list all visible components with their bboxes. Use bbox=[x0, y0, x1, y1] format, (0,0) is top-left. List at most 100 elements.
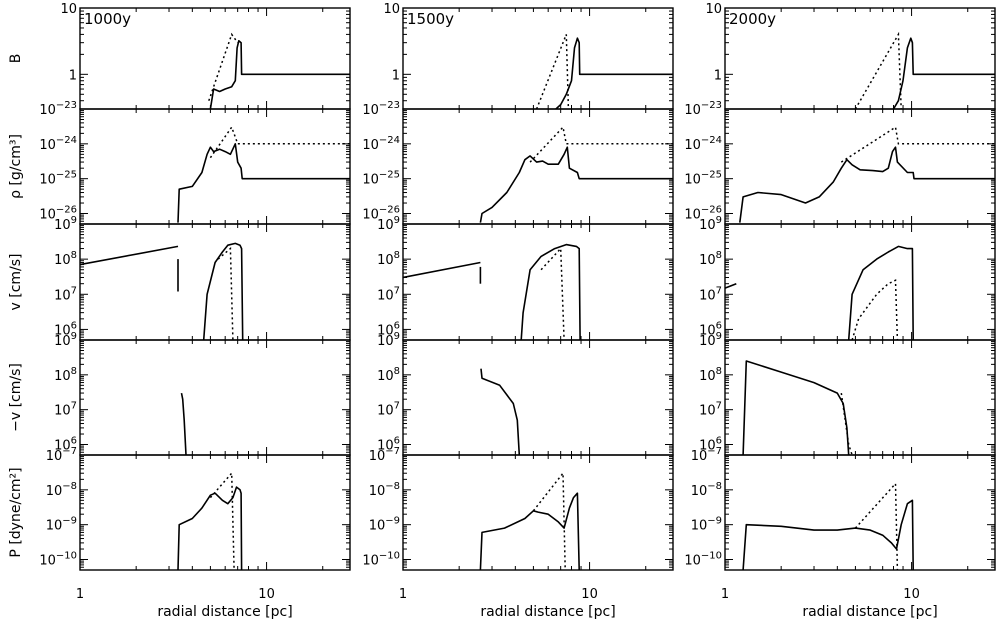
y-tick-label: 109 bbox=[54, 215, 77, 233]
panel-frame bbox=[79, 454, 351, 571]
y-tick-label: 10−9 bbox=[691, 516, 722, 534]
dotted-curve-rho-1 bbox=[529, 125, 673, 163]
panel-frame bbox=[402, 108, 674, 225]
panel-rho-col3: 10−23 10−24 10−25 10−26 bbox=[684, 100, 996, 225]
y-tick-label: 10−25 bbox=[362, 170, 400, 188]
dotted-curve-P-1 bbox=[209, 471, 235, 570]
solid-curve-B-1 bbox=[892, 37, 995, 109]
solid-curve-v-1 bbox=[403, 261, 481, 279]
panel-P-col3: 10−7 10−8 10−9 10−10 bbox=[684, 446, 996, 571]
y-tick-label: 1 bbox=[392, 68, 400, 83]
y-tick-label: 109 bbox=[377, 215, 400, 233]
x-tick-label: 10 bbox=[903, 587, 920, 602]
y-tick-label: 10−9 bbox=[369, 516, 400, 534]
y-tick-label: 10−7 bbox=[46, 446, 77, 464]
y-tick-label: 108 bbox=[699, 366, 722, 384]
panel-title-col2: 1500y bbox=[407, 10, 454, 28]
y-tick-label: 108 bbox=[377, 366, 400, 384]
solid-curve-v-3 bbox=[202, 242, 244, 340]
y-tick-label: 10−10 bbox=[362, 551, 400, 569]
y-tick-label: 106 bbox=[699, 320, 722, 338]
y-tick-label: 107 bbox=[377, 285, 400, 303]
y-tick-label: 107 bbox=[699, 285, 722, 303]
y-tick-label: 10−24 bbox=[362, 135, 400, 153]
y-tick-label: 109 bbox=[377, 331, 400, 349]
y-tick-label: 10−25 bbox=[684, 170, 722, 188]
y-axis-title-B: B bbox=[8, 54, 24, 64]
dotted-curve-B-1 bbox=[208, 32, 239, 101]
panel-rho-col1: 10−23 10−24 10−25 10−26 bbox=[39, 100, 351, 225]
panel-v-col2: 109 108 107 106 bbox=[377, 215, 674, 341]
panel-rho-col2: 10−23 10−24 10−25 10−26 bbox=[362, 100, 674, 225]
x-tick-label: 1 bbox=[76, 587, 84, 602]
y-tick-label: 1 bbox=[69, 68, 77, 83]
y-tick-label: 10−24 bbox=[39, 135, 77, 153]
dotted-curve-v-1 bbox=[217, 247, 234, 340]
panel-P-col2: 10−7 10−8 10−9 10−10 bbox=[362, 446, 674, 571]
solid-curve-negv-1 bbox=[180, 392, 187, 455]
panel-frame bbox=[79, 223, 351, 341]
dotted-curve-v-1 bbox=[540, 246, 565, 340]
dotted-curve-negv-1 bbox=[840, 392, 853, 455]
y-tick-label: 10 bbox=[705, 2, 722, 17]
y-tick-label: 107 bbox=[54, 285, 77, 303]
panel-frame bbox=[402, 339, 674, 456]
y-tick-label: 10−8 bbox=[691, 481, 722, 499]
panel-negv-col3: 109 108 107 106 bbox=[699, 331, 996, 456]
panel-title-col3: 2000y bbox=[729, 10, 776, 28]
y-tick-label: 10−25 bbox=[39, 170, 77, 188]
y-tick-label: 107 bbox=[54, 401, 77, 419]
dotted-curve-v-1 bbox=[851, 279, 899, 340]
panel-P-col1: 10−7 10−8 10−9 10−10 bbox=[39, 446, 351, 571]
y-tick-label: 109 bbox=[54, 331, 77, 349]
solid-curve-v-3 bbox=[520, 243, 581, 340]
panel-v-col1: 109 108 107 106 bbox=[54, 215, 351, 341]
y-axis-title-rho: ρ [g/cm³] bbox=[8, 134, 24, 199]
panel-v-col3: 109 108 107 106 bbox=[699, 215, 996, 341]
y-axis-title-negv: −v [cm/s] bbox=[8, 363, 24, 432]
y-axis-title-P: P [dyne/cm²] bbox=[8, 467, 24, 557]
panel-frame bbox=[724, 454, 996, 571]
y-tick-label: 10−10 bbox=[39, 551, 77, 569]
solid-curve-rho-1 bbox=[739, 146, 995, 223]
dotted-curve-B-1 bbox=[854, 31, 902, 109]
y-tick-label: 10−26 bbox=[39, 205, 77, 223]
y-tick-label: 1 bbox=[714, 68, 722, 83]
solid-curve-v-2 bbox=[847, 245, 914, 340]
y-tick-label: 10 bbox=[383, 2, 400, 17]
y-tick-label: 10−7 bbox=[691, 446, 722, 464]
solid-curve-rho-1 bbox=[177, 143, 350, 223]
y-tick-label: 10−23 bbox=[684, 100, 722, 118]
panel-frame bbox=[79, 339, 351, 456]
y-tick-label: 107 bbox=[377, 401, 400, 419]
y-tick-label: 10−7 bbox=[369, 446, 400, 464]
panel-frame bbox=[724, 108, 996, 225]
dotted-curve-rho-1 bbox=[840, 125, 995, 163]
panel-frame bbox=[402, 454, 674, 571]
solid-curve-v-1 bbox=[80, 245, 179, 266]
panel-frame bbox=[724, 223, 996, 341]
x-axis-title: radial distance [pc] bbox=[802, 604, 937, 620]
solid-curve-B-1 bbox=[209, 40, 350, 109]
solid-curve-v-1 bbox=[725, 282, 737, 289]
x-axis-title: radial distance [pc] bbox=[157, 604, 292, 620]
y-tick-label: 10−9 bbox=[46, 516, 77, 534]
y-tick-label: 106 bbox=[54, 436, 77, 454]
y-tick-label: 10−23 bbox=[39, 100, 77, 118]
y-tick-label: 108 bbox=[699, 250, 722, 268]
x-tick-label: 10 bbox=[581, 587, 598, 602]
y-tick-label: 109 bbox=[699, 215, 722, 233]
y-tick-label: 106 bbox=[377, 436, 400, 454]
y-tick-label: 107 bbox=[699, 401, 722, 419]
x-tick-label: 10 bbox=[258, 587, 275, 602]
y-tick-label: 109 bbox=[699, 331, 722, 349]
y-tick-label: 10−24 bbox=[684, 135, 722, 153]
solid-curve-P-1 bbox=[177, 486, 243, 570]
panel-frame bbox=[79, 108, 351, 225]
y-tick-label: 106 bbox=[699, 436, 722, 454]
y-tick-label: 108 bbox=[54, 366, 77, 384]
dotted-curve-B-1 bbox=[535, 34, 570, 109]
solid-curve-rho-1 bbox=[479, 146, 673, 223]
panel-negv-col2: 109 108 107 106 bbox=[377, 331, 674, 456]
